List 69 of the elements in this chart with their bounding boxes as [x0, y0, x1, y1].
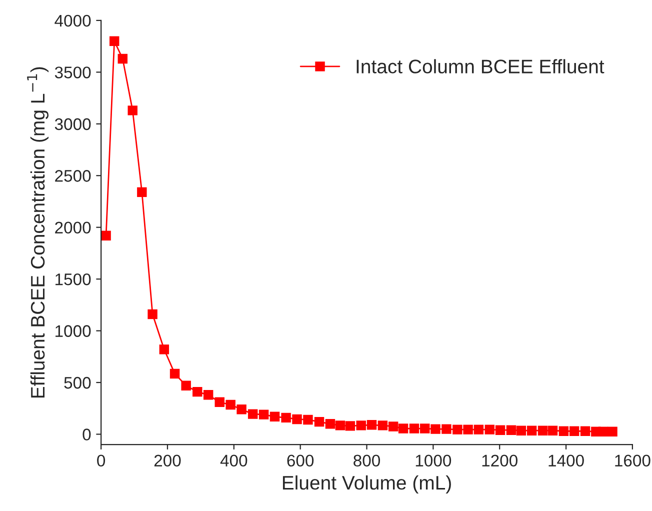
- y-tick-label: 1500: [56, 273, 91, 286]
- point: [378, 420, 388, 430]
- point: [303, 414, 313, 425]
- point: [345, 421, 356, 431]
- point: [170, 368, 180, 379]
- point: [214, 397, 224, 408]
- point: [118, 54, 128, 64]
- point: [236, 404, 246, 414]
- point: [430, 424, 440, 434]
- point: [484, 424, 494, 434]
- legend-label: Intact Column BCEE Effluent: [356, 59, 604, 74]
- x-axis-title: Eluent Volume (mL): [282, 475, 451, 494]
- y-tick-label: 500: [64, 376, 91, 389]
- point: [248, 409, 258, 419]
- x-tick-label: 600: [287, 454, 314, 467]
- point: [558, 426, 569, 436]
- y-tick-label: 4000: [54, 14, 91, 27]
- point: [526, 426, 537, 436]
- x-tick-label: 1400: [548, 454, 584, 467]
- point: [356, 420, 366, 430]
- point: [159, 344, 170, 354]
- point: [388, 422, 398, 432]
- x-tick-label: 1600: [615, 454, 650, 467]
- point: [474, 424, 484, 434]
- x-tick-label: 1200: [482, 454, 518, 467]
- x-tick-label: 0: [97, 454, 106, 467]
- point: [148, 309, 158, 320]
- y-tick-label: 3000: [54, 118, 91, 130]
- point: [137, 187, 147, 198]
- y-tick-label: 0: [82, 428, 91, 440]
- x-tick-label: 800: [354, 454, 380, 467]
- point: [538, 426, 548, 436]
- x-tick-label: 200: [154, 454, 181, 467]
- x-tick-label: 400: [220, 454, 248, 467]
- point: [366, 420, 377, 430]
- y-tick-label: 2000: [55, 222, 91, 234]
- point: [516, 426, 526, 436]
- point: [398, 424, 408, 434]
- point: [506, 425, 516, 435]
- point: [258, 410, 269, 420]
- point: [409, 424, 420, 434]
- y-tick-label: 2500: [55, 170, 91, 182]
- point: [226, 400, 236, 410]
- point: [314, 416, 324, 427]
- point: [442, 424, 452, 434]
- point: [580, 426, 590, 436]
- point: [325, 419, 336, 429]
- point: [569, 426, 580, 436]
- point: [128, 106, 138, 116]
- point: [495, 425, 506, 435]
- point: [420, 424, 430, 434]
- point: [452, 424, 462, 434]
- point: [181, 380, 191, 390]
- point: [463, 424, 473, 434]
- y-axis-title: Effluent BCEE Concentration (mg L$^{−1}$): [27, 67, 49, 398]
- point: [548, 426, 558, 436]
- point: [101, 230, 111, 240]
- point: [598, 426, 608, 436]
- point: [192, 386, 202, 397]
- point: [608, 426, 618, 436]
- point: [109, 36, 120, 46]
- x-tick-label: 1000: [416, 454, 452, 467]
- point: [270, 412, 280, 422]
- y-tick-label: 1000: [56, 325, 91, 337]
- point: [203, 390, 214, 400]
- point: [335, 420, 346, 430]
- y-tick-label: 3500: [54, 66, 91, 78]
- point: [292, 414, 302, 424]
- point: [281, 412, 291, 423]
